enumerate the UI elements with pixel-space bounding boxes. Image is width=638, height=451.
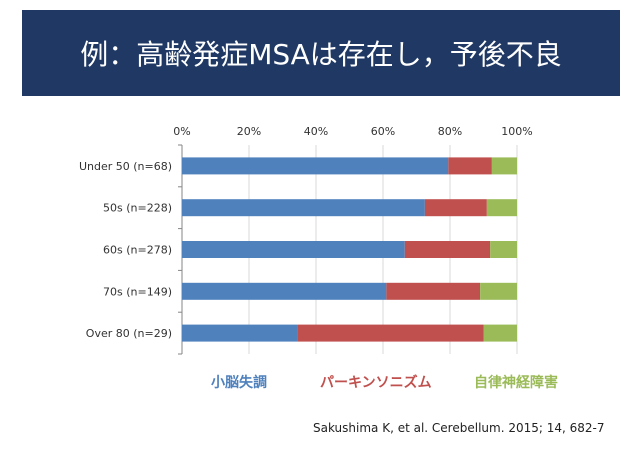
x-tick-label: 20%	[237, 125, 261, 138]
bar-segment	[491, 157, 517, 175]
bar-segment	[386, 282, 481, 300]
category-label: 70s (n=149)	[103, 285, 172, 298]
bar-segment	[424, 199, 487, 217]
bar-segment	[182, 199, 425, 217]
bar-segment	[404, 241, 491, 258]
slide-title: 例：高齢発症MSAは存在し，予後不良	[80, 38, 562, 71]
x-tick-label: 60%	[371, 125, 395, 138]
bar-segment	[483, 324, 517, 342]
bar-segment	[182, 282, 387, 300]
category-label: 60s (n=278)	[103, 244, 172, 257]
x-tick-label: 40%	[304, 125, 328, 138]
x-tick-label: 80%	[438, 125, 462, 138]
bar-segment	[182, 241, 405, 258]
category-label: 50s (n=228)	[103, 202, 172, 215]
bar-segment	[486, 199, 517, 217]
legend-parkinsonism: パーキンソニズム	[320, 375, 432, 391]
x-tick-label: 100%	[501, 125, 532, 138]
bar-segment	[490, 241, 517, 258]
category-label: Under 50 (n=68)	[79, 160, 172, 173]
bar-segment	[182, 157, 449, 175]
legend-autonomic-dysfunction: 自律神経障害	[474, 375, 558, 391]
citation: Sakushima K, et al. Cerebellum. 2015; 14…	[313, 421, 605, 435]
bar-segment	[480, 282, 517, 300]
legend-cerebellar-ataxia: 小脳失調	[211, 375, 267, 391]
category-label: Over 80 (n=29)	[86, 327, 172, 340]
bar-segment	[182, 324, 298, 342]
title-banner: 例：高齢発症MSAは存在し，予後不良	[22, 10, 620, 96]
bar-segment	[297, 324, 484, 342]
x-tick-label: 0%	[173, 125, 190, 138]
bar-segment	[448, 157, 492, 175]
